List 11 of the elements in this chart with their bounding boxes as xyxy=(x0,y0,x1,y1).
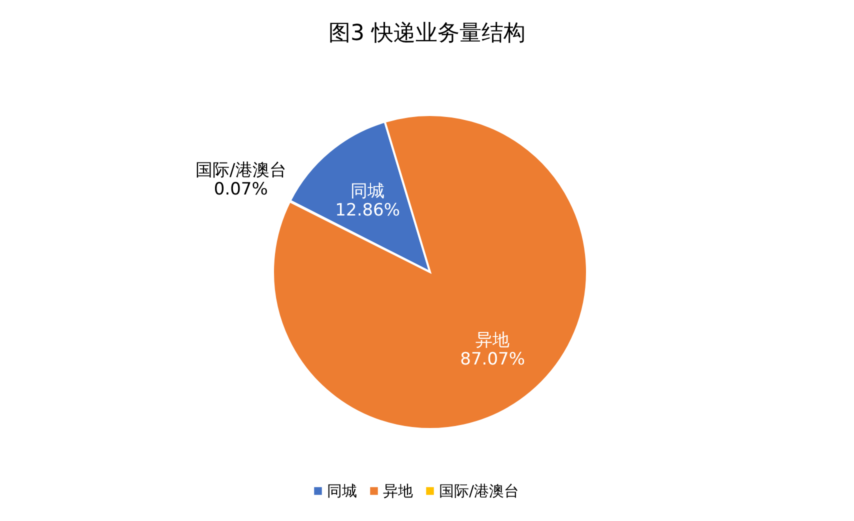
legend-label: 同城 xyxy=(327,482,357,500)
slice-label: 同城 xyxy=(350,181,385,202)
data-label: 87.07% xyxy=(460,350,525,370)
chart-title: 图3 快递业务量结构 xyxy=(328,21,526,46)
slice-label: 异地 xyxy=(476,330,510,351)
legend-label: 异地 xyxy=(383,482,413,500)
data-label: 0.07% xyxy=(214,179,268,200)
data-label: 12.86% xyxy=(335,200,400,220)
slice-label: 国际/港澳台 xyxy=(196,160,286,180)
pie-slice xyxy=(272,114,588,430)
legend-label: 国际/港澳台 xyxy=(439,482,520,500)
